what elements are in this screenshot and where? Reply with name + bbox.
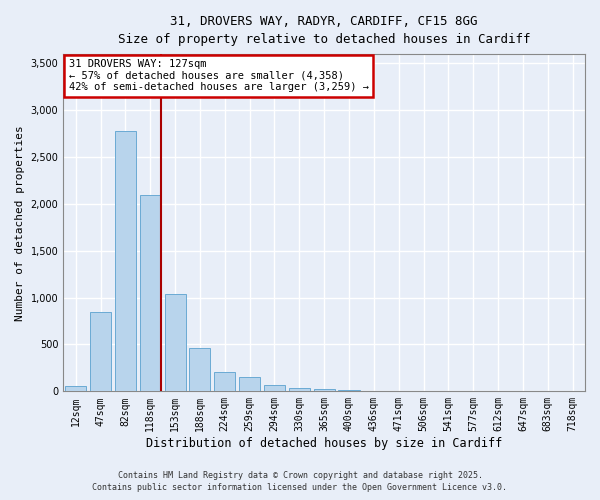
Text: 31 DROVERS WAY: 127sqm
← 57% of detached houses are smaller (4,358)
42% of semi-: 31 DROVERS WAY: 127sqm ← 57% of detached… bbox=[68, 59, 368, 92]
Y-axis label: Number of detached properties: Number of detached properties bbox=[15, 125, 25, 320]
Text: Contains HM Land Registry data © Crown copyright and database right 2025.
Contai: Contains HM Land Registry data © Crown c… bbox=[92, 471, 508, 492]
Bar bbox=[239, 378, 260, 392]
Bar bbox=[140, 194, 161, 392]
Bar bbox=[314, 389, 335, 392]
Bar bbox=[264, 385, 285, 392]
Bar bbox=[115, 131, 136, 392]
Bar bbox=[164, 294, 185, 392]
Bar bbox=[338, 390, 359, 392]
X-axis label: Distribution of detached houses by size in Cardiff: Distribution of detached houses by size … bbox=[146, 437, 502, 450]
Title: 31, DROVERS WAY, RADYR, CARDIFF, CF15 8GG
Size of property relative to detached : 31, DROVERS WAY, RADYR, CARDIFF, CF15 8G… bbox=[118, 15, 530, 46]
Bar bbox=[190, 348, 211, 392]
Bar bbox=[214, 372, 235, 392]
Bar bbox=[90, 312, 111, 392]
Bar bbox=[65, 386, 86, 392]
Bar bbox=[289, 388, 310, 392]
